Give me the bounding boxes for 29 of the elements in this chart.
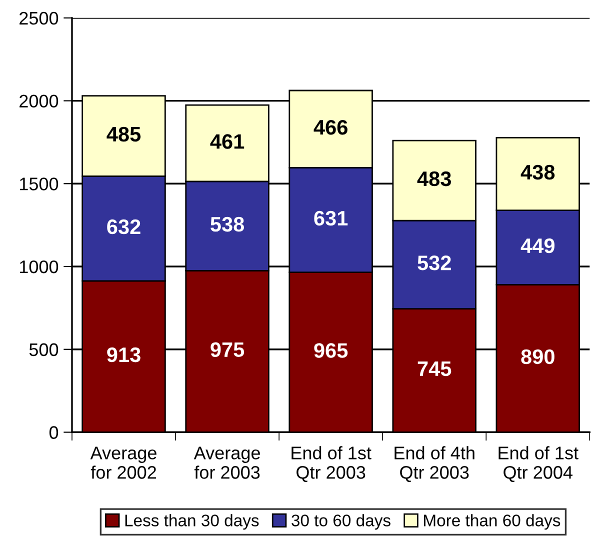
x-tick-label: End of 1st Qtr 2004 [498, 446, 578, 482]
x-tick-label: Average for 2003 [194, 446, 260, 479]
data-label: 890 [521, 349, 554, 364]
data-label: 632 [107, 219, 140, 234]
data-label: 538 [210, 216, 244, 232]
x-tick-label: End of 1st Qtr 2003 [292, 446, 372, 482]
data-label: 438 [520, 164, 555, 180]
data-label: 483 [417, 171, 451, 186]
x-tick-label: End of 4th Qtr 2003 [394, 446, 474, 482]
data-label: 975 [210, 342, 244, 358]
legend-label: 30 to 60 days [292, 514, 390, 530]
y-tick-label: 500 [29, 343, 58, 356]
y-tick-label: 1000 [20, 260, 58, 274]
data-label: 466 [314, 120, 348, 135]
data-label: 965 [314, 343, 348, 358]
data-label: 532 [418, 256, 451, 270]
data-label: 461 [210, 134, 244, 149]
y-tick-label: 2000 [20, 94, 58, 108]
y-tick-label: 2500 [20, 12, 58, 25]
data-label: 449 [520, 238, 554, 254]
y-tick-label: 0 [49, 426, 58, 439]
data-label: 913 [107, 347, 140, 362]
x-tick-label: Average for 2002 [90, 446, 156, 479]
legend-label: More than 60 days [424, 514, 560, 530]
data-label: 631 [314, 210, 348, 226]
legend-label: Less than 30 days [125, 514, 259, 530]
data-label: 745 [418, 362, 452, 376]
y-tick-label: 1500 [20, 178, 58, 190]
data-label: 485 [106, 126, 141, 142]
